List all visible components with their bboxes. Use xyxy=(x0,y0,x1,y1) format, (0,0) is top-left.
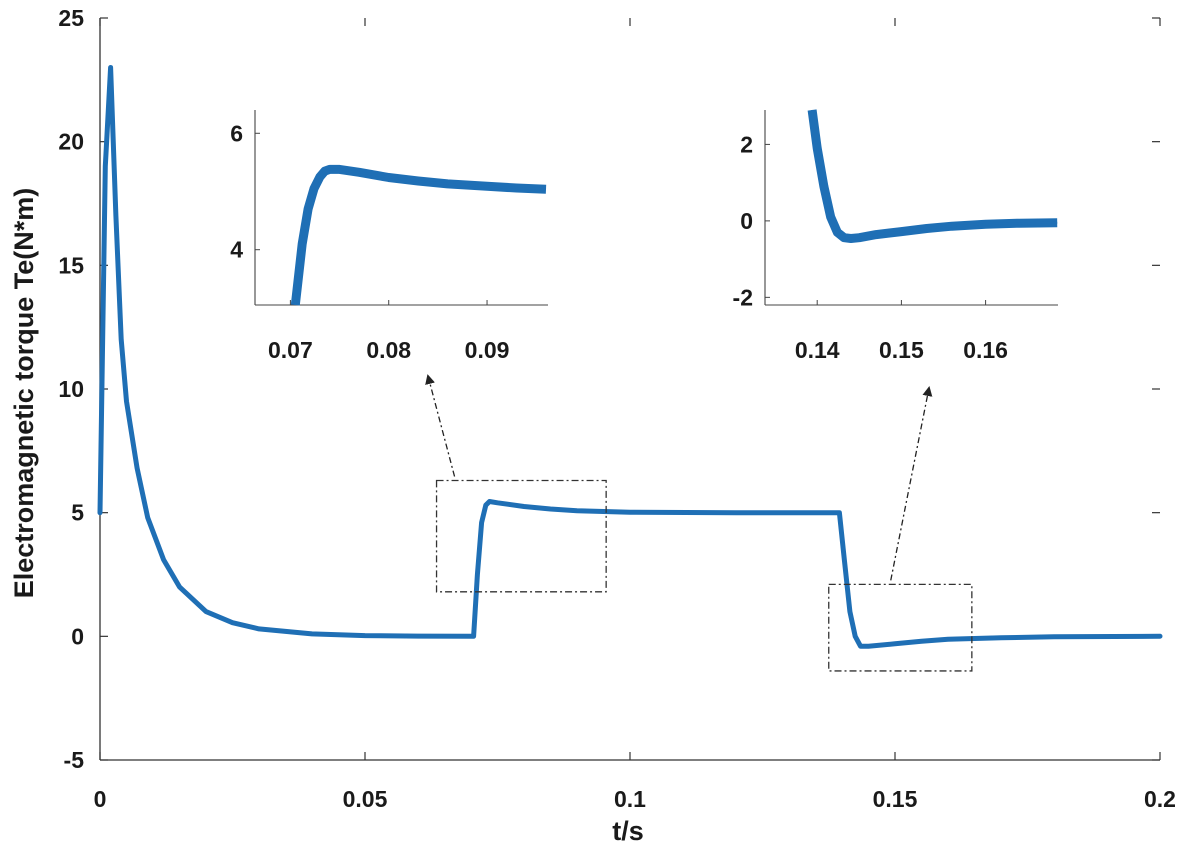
inset-x-tick-label: 0.07 xyxy=(268,337,313,363)
inset-series-band xyxy=(290,164,547,306)
x-tick-label: 0 xyxy=(94,786,107,812)
inset-x-tick-label: 0.09 xyxy=(465,337,510,363)
inset-series-line xyxy=(811,109,1058,240)
y-tick-label: 10 xyxy=(58,376,84,402)
y-tick-label: 20 xyxy=(58,129,84,155)
x-tick-label: 0.1 xyxy=(614,786,646,812)
inset-y-tick-label: 2 xyxy=(740,131,753,157)
inset-x-tick-label: 0.14 xyxy=(795,337,840,363)
zoom-box xyxy=(435,479,607,593)
inset-series-line xyxy=(294,168,547,306)
inset-y-tick-label: 0 xyxy=(740,208,753,234)
x-tick-label: 0.15 xyxy=(873,786,918,812)
inset-x-tick-label: 0.08 xyxy=(366,337,411,363)
y-tick-label: 0 xyxy=(71,623,84,649)
zoom-box xyxy=(828,583,973,672)
inset-y-tick-label: -2 xyxy=(733,284,753,310)
y-tick-label: 15 xyxy=(58,252,84,278)
y-tick-label: 5 xyxy=(71,500,84,526)
inset-y-tick-label: 4 xyxy=(230,237,243,263)
y-axis-label: Electromagnetic torque Te(N*m) xyxy=(9,188,39,599)
inset-x-tick-label: 0.16 xyxy=(963,337,1008,363)
zoom-arrow xyxy=(890,386,933,581)
inset-x-tick-label: 0.15 xyxy=(879,337,924,363)
x-tick-label: 0.2 xyxy=(1144,786,1176,812)
x-axis-label: t/s xyxy=(612,816,644,846)
inset-series-band xyxy=(807,109,1058,243)
y-tick-label: -5 xyxy=(64,747,85,773)
x-tick-label: 0.05 xyxy=(343,786,388,812)
y-tick-label: 25 xyxy=(58,5,84,31)
inset-y-tick-label: 6 xyxy=(230,120,243,146)
zoom-arrow xyxy=(425,374,456,477)
torque-series-line xyxy=(97,65,1163,649)
